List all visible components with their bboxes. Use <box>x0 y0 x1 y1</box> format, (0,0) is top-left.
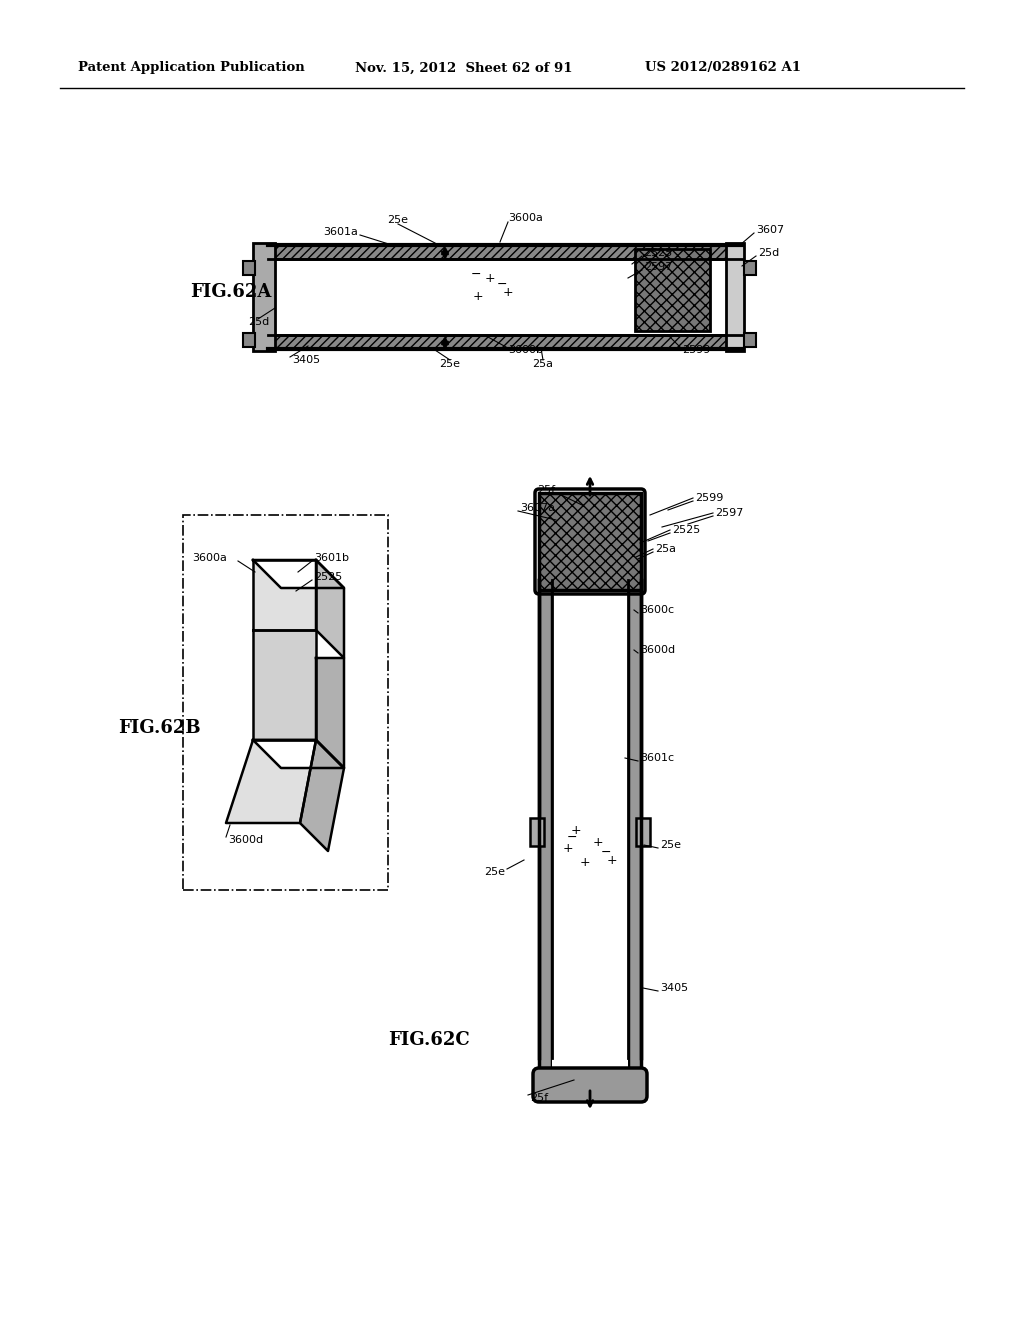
Text: 25f: 25f <box>537 484 555 495</box>
Text: Nov. 15, 2012  Sheet 62 of 91: Nov. 15, 2012 Sheet 62 of 91 <box>355 62 572 74</box>
Text: FIG.62B: FIG.62B <box>118 719 201 737</box>
Text: +: + <box>484 272 496 285</box>
Text: 2599: 2599 <box>682 345 711 355</box>
Bar <box>243 333 255 347</box>
Text: 3601a: 3601a <box>324 227 358 238</box>
Bar <box>744 333 756 347</box>
Text: 2525: 2525 <box>314 572 342 582</box>
Text: 2525: 2525 <box>644 248 672 257</box>
Text: 25f: 25f <box>530 1093 548 1104</box>
Bar <box>183 515 388 890</box>
Text: 3600a: 3600a <box>193 553 227 564</box>
Text: 3600d: 3600d <box>228 836 263 845</box>
Text: 25e: 25e <box>484 867 505 876</box>
Polygon shape <box>316 657 344 768</box>
Text: +: + <box>606 854 617 866</box>
Text: 3600c: 3600c <box>640 605 674 615</box>
Text: 3601c: 3601c <box>640 752 674 763</box>
Polygon shape <box>226 741 316 822</box>
Polygon shape <box>253 560 316 630</box>
Text: +: + <box>570 824 582 837</box>
Polygon shape <box>300 741 344 851</box>
Text: +: + <box>580 855 590 869</box>
Polygon shape <box>253 741 344 768</box>
Text: 3601b: 3601b <box>314 553 349 564</box>
Text: 2597: 2597 <box>715 508 743 517</box>
Bar <box>744 261 756 275</box>
Bar <box>539 492 641 590</box>
Bar <box>552 579 628 1078</box>
Bar <box>243 261 255 275</box>
Polygon shape <box>316 560 344 657</box>
Bar <box>253 243 275 351</box>
Text: 25e: 25e <box>387 215 409 224</box>
Text: 25e: 25e <box>660 840 681 850</box>
Text: 2597: 2597 <box>644 261 673 272</box>
Text: 2599: 2599 <box>695 492 723 503</box>
Text: 25d: 25d <box>758 248 779 257</box>
Text: −: − <box>601 846 611 858</box>
FancyBboxPatch shape <box>534 1068 647 1102</box>
Polygon shape <box>253 560 344 587</box>
Text: 3600a: 3600a <box>508 213 543 223</box>
Bar <box>636 818 650 846</box>
Text: +: + <box>562 842 573 854</box>
Text: FIG.62A: FIG.62A <box>190 282 271 301</box>
Text: 3600b: 3600b <box>508 345 543 355</box>
Text: −: − <box>566 830 578 843</box>
Text: 25a: 25a <box>655 544 676 554</box>
Bar <box>271 335 739 348</box>
Text: 3405: 3405 <box>660 983 688 993</box>
Polygon shape <box>253 630 316 741</box>
Text: 3600d: 3600d <box>640 645 675 655</box>
Text: US 2012/0289162 A1: US 2012/0289162 A1 <box>645 62 801 74</box>
Text: −: − <box>471 268 481 281</box>
Bar <box>539 579 552 1078</box>
Bar <box>726 243 744 351</box>
Text: 25d: 25d <box>248 317 269 327</box>
Text: 3607: 3607 <box>756 224 784 235</box>
Text: FIG.62C: FIG.62C <box>388 1031 470 1049</box>
Text: +: + <box>593 837 603 850</box>
Bar <box>530 818 544 846</box>
Bar <box>635 249 710 331</box>
Text: 2525: 2525 <box>672 525 700 535</box>
Text: +: + <box>473 289 483 302</box>
Text: 3405: 3405 <box>292 355 321 366</box>
Text: 3607a: 3607a <box>520 503 555 513</box>
Text: 25e: 25e <box>439 359 461 370</box>
Bar <box>628 579 641 1078</box>
Text: +: + <box>503 285 513 298</box>
Bar <box>271 246 739 259</box>
Text: −: − <box>497 277 507 290</box>
Text: 25a: 25a <box>532 359 554 370</box>
Text: Patent Application Publication: Patent Application Publication <box>78 62 305 74</box>
